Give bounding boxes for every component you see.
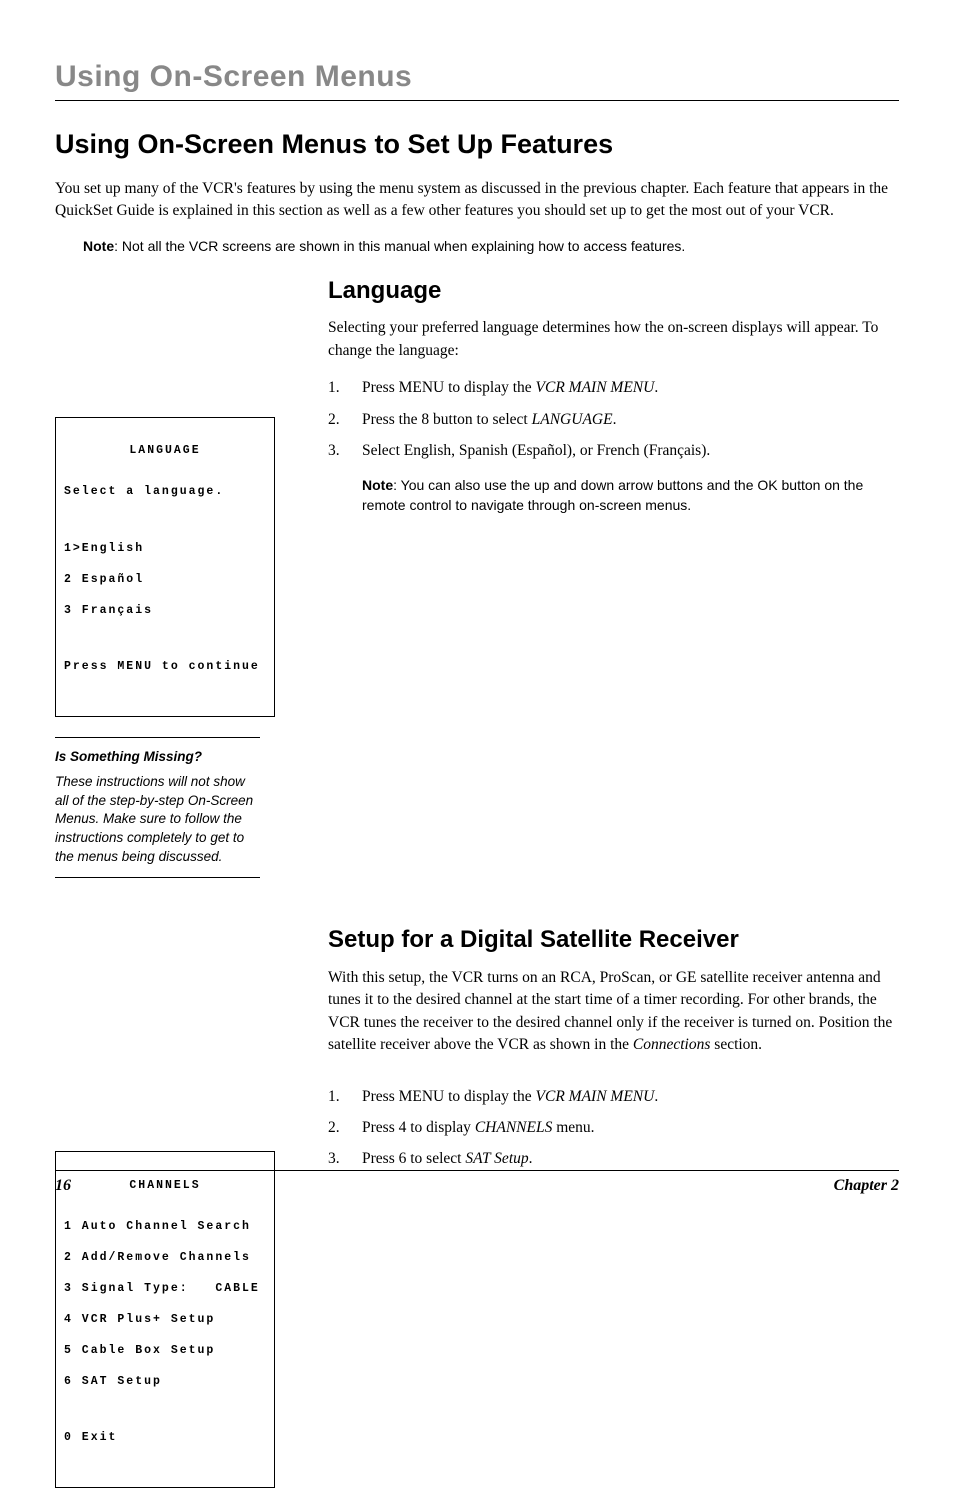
screen-line: 1>English — [64, 541, 266, 557]
screen-line: Press MENU to continue — [64, 659, 266, 675]
step: 2.Press the 8 button to select LANGUAGE. — [328, 408, 899, 431]
language-section: LANGUAGE Select a language. 1>English 2 … — [55, 277, 899, 879]
top-note: Note: Not all the VCR screens are shown … — [83, 237, 703, 257]
note-text: : You can also use the up and down arrow… — [362, 477, 863, 513]
step-text: Press MENU to display the — [362, 379, 536, 396]
step: 3.Press 6 to select SAT Setup. — [328, 1147, 899, 1170]
body-em: Connections — [633, 1036, 711, 1053]
step-em: VCR MAIN MENU — [536, 379, 655, 396]
step: 3.Select English, Spanish (Español), or … — [328, 439, 899, 462]
step-text: Press the 8 button to select — [362, 411, 532, 428]
step-em: SAT Setup — [465, 1150, 528, 1167]
step-text: Press 6 to select — [362, 1150, 465, 1167]
sidebar-callout: Is Something Missing? These instructions… — [55, 737, 260, 878]
satellite-section: CHANNELS 1 Auto Channel Search 2 Add/Rem… — [55, 926, 899, 1508]
left-column-satellite: CHANNELS 1 Auto Channel Search 2 Add/Rem… — [55, 926, 300, 1508]
page-title: Using On-Screen Menus to Set Up Features — [55, 129, 899, 160]
note-label: Note — [83, 238, 114, 254]
chapter-header: Using On-Screen Menus — [55, 60, 899, 101]
step-em: CHANNELS — [475, 1119, 553, 1136]
satellite-body: With this setup, the VCR turns on an RCA… — [328, 967, 899, 1057]
satellite-steps: 1.Press MENU to display the VCR MAIN MEN… — [328, 1085, 899, 1171]
screen-line: 3 Signal Type: CABLE — [64, 1281, 266, 1297]
note-label: Note — [362, 477, 393, 493]
language-body: Selecting your preferred language determ… — [328, 317, 899, 362]
page-footer: 16 Chapter 2 — [55, 1170, 899, 1195]
language-heading: Language — [328, 277, 899, 306]
note-text: : Not all the VCR screens are shown in t… — [114, 238, 685, 254]
screen-line: 2 Add/Remove Channels — [64, 1250, 266, 1266]
screen-line: 3 Français — [64, 603, 266, 619]
step-text: Press MENU to display the — [362, 1088, 536, 1105]
screen-line: 6 SAT Setup — [64, 1374, 266, 1390]
callout-title: Is Something Missing? — [55, 748, 260, 767]
step-text: Press 4 to display — [362, 1119, 475, 1136]
step-text: Select English, Spanish (Español), or Fr… — [362, 442, 710, 459]
right-column-satellite: Setup for a Digital Satellite Receiver W… — [328, 926, 899, 1508]
satellite-heading: Setup for a Digital Satellite Receiver — [328, 926, 899, 955]
right-column-language: Language Selecting your preferred langua… — [328, 277, 899, 879]
step-em: VCR MAIN MENU — [536, 1088, 655, 1105]
screen-line: 2 Español — [64, 572, 266, 588]
screen-line: 4 VCR Plus+ Setup — [64, 1312, 266, 1328]
language-screen: LANGUAGE Select a language. 1>English 2 … — [55, 417, 275, 717]
chapter-label: Chapter 2 — [834, 1177, 899, 1195]
step: 1.Press MENU to display the VCR MAIN MEN… — [328, 376, 899, 399]
channels-screen: CHANNELS 1 Auto Channel Search 2 Add/Rem… — [55, 1151, 275, 1488]
intro-paragraph: You set up many of the VCR's features by… — [55, 178, 899, 223]
language-steps: 1.Press MENU to display the VCR MAIN MEN… — [328, 376, 899, 462]
page-number: 16 — [55, 1177, 71, 1195]
callout-body: These instructions will not show all of … — [55, 773, 260, 867]
screen-line: 5 Cable Box Setup — [64, 1343, 266, 1359]
screen-title: LANGUAGE — [64, 443, 266, 459]
screen-line: Select a language. — [64, 484, 266, 500]
step: 2.Press 4 to display CHANNELS menu. — [328, 1116, 899, 1139]
screen-line: 1 Auto Channel Search — [64, 1219, 266, 1235]
screen-line: 0 Exit — [64, 1430, 266, 1446]
step: 1.Press MENU to display the VCR MAIN MEN… — [328, 1085, 899, 1108]
step-em: LANGUAGE — [532, 411, 613, 428]
left-column-language: LANGUAGE Select a language. 1>English 2 … — [55, 277, 300, 879]
language-note: Note: You can also use the up and down a… — [362, 476, 899, 515]
